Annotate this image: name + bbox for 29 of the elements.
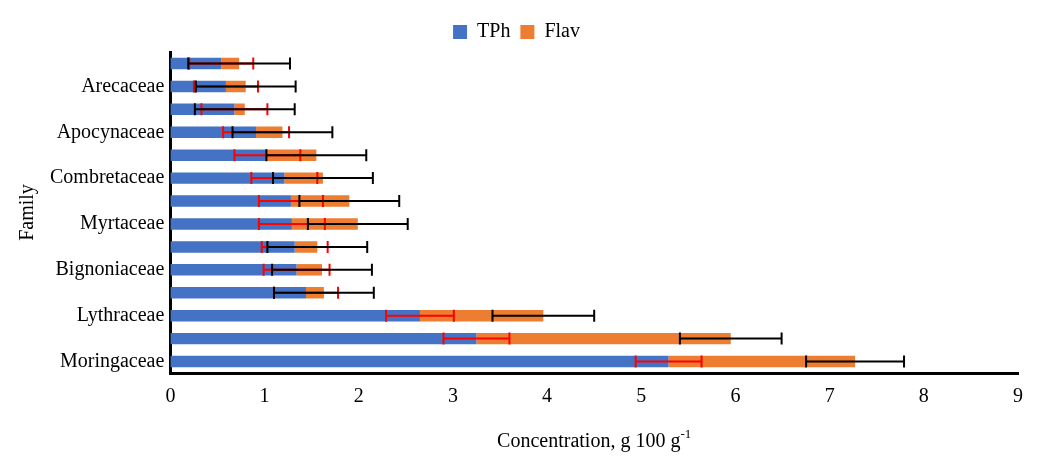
x-tick-label: 7 bbox=[824, 384, 835, 407]
x-tick-label: 8 bbox=[918, 384, 929, 407]
x-tick-label: 4 bbox=[542, 384, 553, 407]
y-tick-label: Lythraceae bbox=[76, 302, 165, 326]
y-tick-label: Bignoniaceae bbox=[55, 257, 165, 281]
bar bbox=[170, 287, 306, 299]
bar bbox=[170, 332, 477, 345]
x-tick-label: 6 bbox=[730, 384, 741, 407]
bar bbox=[170, 264, 297, 276]
x-tick-label: 5 bbox=[636, 384, 647, 407]
legend-label: Flav bbox=[544, 19, 580, 42]
x-tick-label: 0 bbox=[165, 384, 176, 407]
bar bbox=[170, 309, 420, 322]
y-tick-label: Apocynaceae bbox=[56, 119, 165, 143]
bar bbox=[170, 241, 295, 253]
bar bbox=[170, 172, 285, 184]
x-tick-label: 9 bbox=[1013, 384, 1023, 407]
y-tick-label: Myrtaceae bbox=[79, 211, 165, 235]
y-tick-label: Combretaceae bbox=[50, 165, 165, 188]
bar bbox=[170, 355, 669, 368]
x-tick-label: 3 bbox=[447, 384, 458, 407]
legend-label: TPh bbox=[477, 19, 511, 42]
bar bbox=[170, 195, 291, 207]
y-tick-label: Moringaceae bbox=[59, 348, 165, 372]
x-tick-label: 2 bbox=[353, 384, 364, 407]
y-axis-title: Family bbox=[15, 184, 39, 241]
y-tick-label: Arecaceae bbox=[81, 73, 165, 96]
x-tick-label: 1 bbox=[259, 384, 270, 407]
bar bbox=[170, 218, 292, 230]
